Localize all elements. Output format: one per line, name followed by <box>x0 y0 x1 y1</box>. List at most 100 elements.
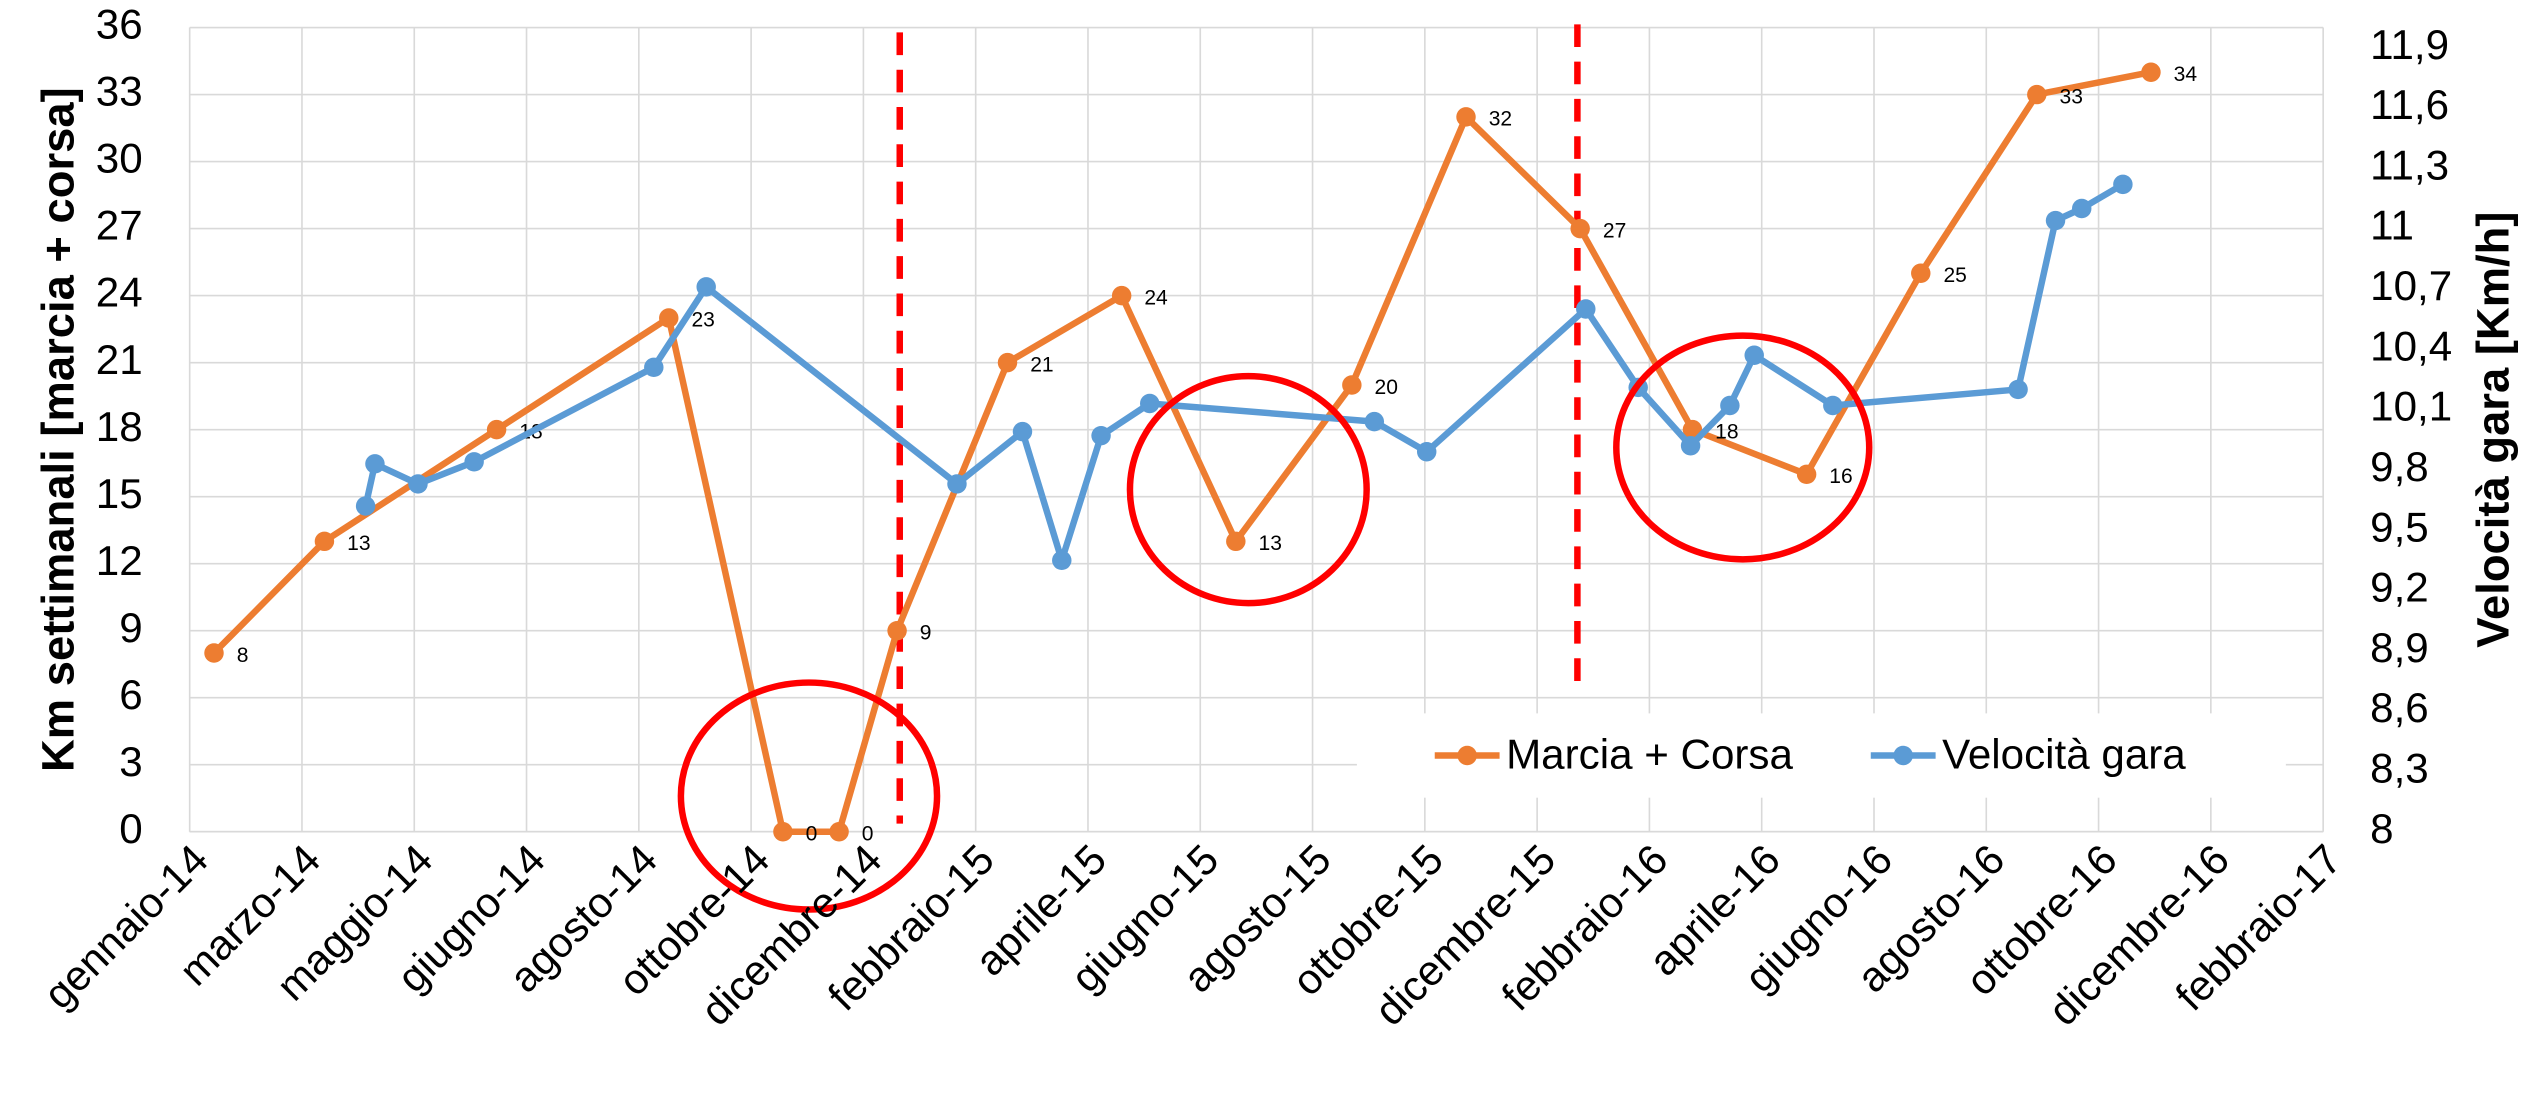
data-label: 8 <box>237 644 249 667</box>
y-axis-title: Km settimanali [marcia + corsa] <box>33 87 84 772</box>
data-point <box>829 822 849 842</box>
data-point <box>2071 198 2092 219</box>
y2-tick-label: 10,7 <box>2370 262 2452 309</box>
data-point <box>2027 84 2047 105</box>
data-label: 13 <box>347 532 370 555</box>
data-point <box>1052 550 1072 571</box>
series-line <box>211 69 2152 835</box>
x-tick-label: gennaio-14 <box>35 835 217 1017</box>
legend-box <box>1356 713 2286 798</box>
data-point <box>1744 345 1764 365</box>
data-point <box>464 452 484 472</box>
y2-axis-title: Velocità gara [Km/h] <box>2468 212 2519 648</box>
data-label: 33 <box>2060 85 2083 108</box>
data-label: 21 <box>1030 353 1053 376</box>
data-point <box>1456 107 1476 127</box>
data-point <box>1576 299 1596 319</box>
data-point <box>204 643 224 663</box>
y2-tick-label: 11 <box>2370 202 2414 249</box>
data-point <box>773 822 793 842</box>
data-point <box>997 352 1018 373</box>
highlight-circle <box>1126 372 1370 607</box>
data-point <box>2141 62 2161 82</box>
data-label: 27 <box>1603 219 1626 242</box>
y-tick-label: 9 <box>119 604 142 651</box>
data-label: 0 <box>806 823 818 846</box>
data-label: 18 <box>1715 420 1738 443</box>
data-point <box>355 496 376 516</box>
y2-tick-label: 9,5 <box>2370 503 2429 550</box>
data-point <box>947 474 967 494</box>
data-point <box>1911 263 1931 284</box>
y-tick-label: 27 <box>96 202 143 249</box>
legend-label: Velocità gara <box>1942 730 2186 777</box>
data-label: 16 <box>1829 465 1852 488</box>
y-tick-label: 18 <box>96 403 143 450</box>
y2-tick-label: 9,2 <box>2370 564 2429 611</box>
y-tick-label: 12 <box>96 537 143 584</box>
y-tick-label: 21 <box>96 336 143 383</box>
data-point <box>1364 411 1385 432</box>
legend-label: Marcia + Corsa <box>1506 730 1793 777</box>
data-label: 24 <box>1144 286 1168 309</box>
data-point <box>659 308 679 328</box>
data-point <box>1823 395 1843 416</box>
series-line <box>362 181 2125 564</box>
data-point <box>1720 395 1740 416</box>
y-tick-label: 33 <box>96 68 143 115</box>
data-point <box>1796 464 1817 485</box>
data-label: 20 <box>1375 376 1398 399</box>
data-point <box>2113 174 2133 195</box>
highlight-circle <box>677 679 941 913</box>
y-tick-label: 0 <box>119 805 142 852</box>
data-label: 23 <box>691 309 714 332</box>
highlight-circle <box>1613 332 1873 563</box>
data-point <box>1012 421 1033 442</box>
data-point <box>644 357 664 378</box>
data-point <box>2008 379 2028 400</box>
data-label: 34 <box>2174 63 2198 86</box>
data-point <box>408 474 428 494</box>
y-tick-label: 30 <box>96 135 143 182</box>
data-label: 13 <box>1259 532 1282 555</box>
y2-tick-label: 11,6 <box>2370 81 2449 128</box>
legend-marker <box>1457 745 1477 766</box>
y2-tick-label: 9,8 <box>2370 443 2429 490</box>
data-point <box>1416 442 1437 462</box>
y2-tick-label: 10,4 <box>2370 322 2452 369</box>
data-point <box>1091 425 1111 446</box>
y2-tick-label: 8,6 <box>2370 684 2429 731</box>
data-point <box>696 277 716 297</box>
data-point <box>1140 393 1160 414</box>
y-tick-label: 15 <box>96 470 143 517</box>
legend-marker <box>1893 745 1913 766</box>
y-tick-label: 6 <box>119 671 142 718</box>
y2-tick-label: 11,3 <box>2370 141 2449 188</box>
y2-tick-label: 11,9 <box>2370 21 2449 68</box>
data-point <box>486 419 507 440</box>
data-label: 25 <box>1943 264 1966 287</box>
data-label: 0 <box>862 823 874 846</box>
y2-tick-label: 8,9 <box>2370 624 2429 671</box>
data-point <box>1111 285 1132 306</box>
y2-tick-label: 8,3 <box>2370 745 2429 792</box>
data-point <box>314 531 335 552</box>
y-tick-label: 36 <box>96 1 143 48</box>
data-point <box>1570 218 1590 239</box>
data-label: 9 <box>920 621 932 644</box>
data-point <box>1680 436 1701 456</box>
data-point <box>1226 531 1246 552</box>
data-point <box>887 620 907 641</box>
y-tick-label: 24 <box>96 269 143 316</box>
y2-tick-label: 8 <box>2370 805 2393 852</box>
y2-tick-label: 10,1 <box>2370 383 2452 430</box>
data-point <box>365 454 385 474</box>
data-label: 32 <box>1489 108 1512 131</box>
y-tick-label: 3 <box>119 738 142 785</box>
legend: Marcia + Corsa Velocità gara <box>1356 713 2286 798</box>
grid <box>188 26 2324 833</box>
data-point <box>2045 210 2066 231</box>
